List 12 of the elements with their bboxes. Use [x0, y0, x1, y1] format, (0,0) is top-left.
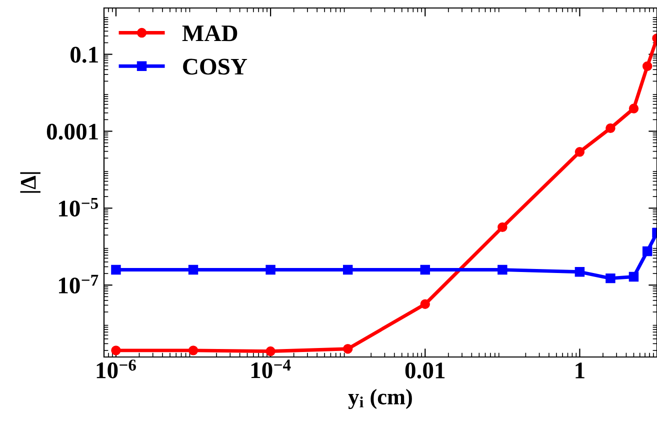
y-tick-label: 10$^{−5}$ [59, 198, 98, 217]
x-tick-label: 0.01 [405, 362, 445, 379]
x-tick-label: 10$^{−4}$ [251, 360, 291, 378]
legend-label: MAD [182, 25, 238, 42]
y-axis-title: |Δ| [20, 172, 40, 193]
y-tick-label: 0.001 [46, 124, 98, 140]
y-tick-label: 0.1 [70, 46, 98, 63]
legend-label: COSY [183, 58, 248, 75]
x-axis-title: y$_{i}$ (cm) [348, 388, 412, 410]
x-tick-label: 1 [576, 362, 584, 378]
x-tick-label: 10$^{−6}$ [96, 360, 136, 378]
y-tick-label: 10$^{−7}$ [59, 274, 98, 294]
